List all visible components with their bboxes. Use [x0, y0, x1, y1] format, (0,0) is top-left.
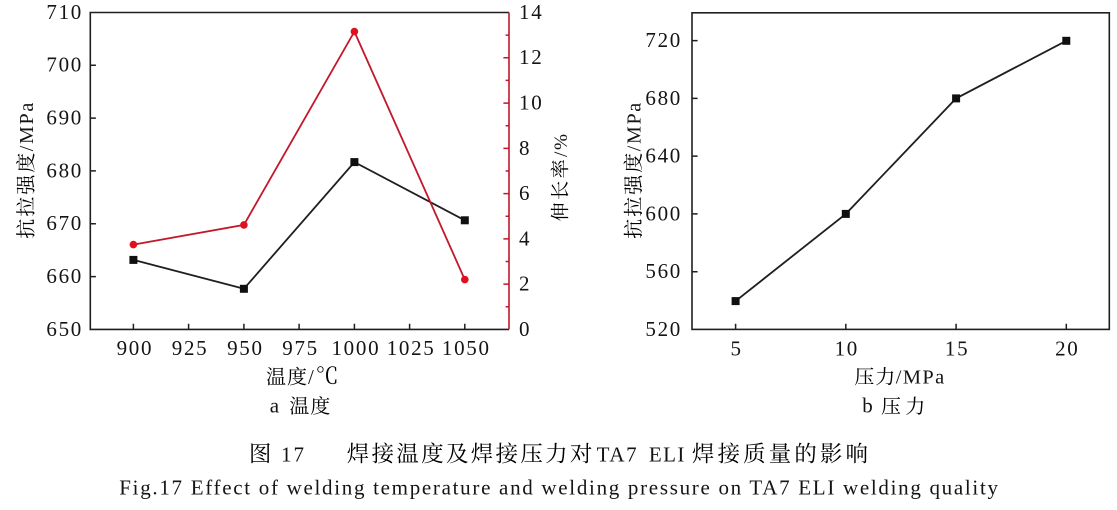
- svg-text:17: 17: [281, 443, 306, 467]
- svg-text:8: 8: [519, 136, 531, 160]
- svg-text:1050: 1050: [442, 336, 491, 360]
- svg-text:660: 660: [46, 264, 83, 288]
- svg-text:975: 975: [282, 336, 319, 360]
- svg-text:/MPa: /MPa: [624, 101, 646, 151]
- svg-text:a: a: [270, 394, 281, 418]
- svg-text:710: 710: [46, 0, 83, 24]
- svg-text:/MPa: /MPa: [896, 367, 946, 389]
- svg-text:TA7: TA7: [597, 443, 639, 467]
- svg-text:/: /: [308, 365, 314, 389]
- svg-text:650: 650: [46, 317, 83, 341]
- svg-text:6: 6: [519, 181, 531, 205]
- svg-text:680: 680: [46, 158, 83, 182]
- svg-text:670: 670: [46, 211, 83, 235]
- svg-text:560: 560: [645, 259, 682, 283]
- svg-text:20: 20: [1055, 337, 1079, 361]
- svg-text:4: 4: [519, 226, 531, 250]
- svg-text:2: 2: [519, 272, 531, 296]
- svg-text:640: 640: [645, 144, 682, 168]
- svg-text:1000: 1000: [331, 336, 380, 360]
- svg-text:10: 10: [519, 91, 543, 115]
- svg-text:12: 12: [519, 45, 543, 69]
- svg-text:600: 600: [645, 201, 682, 225]
- svg-text:5: 5: [730, 337, 742, 361]
- svg-text:700: 700: [46, 53, 83, 77]
- svg-text:1025: 1025: [387, 336, 436, 360]
- svg-text:10: 10: [835, 337, 859, 361]
- svg-text:14: 14: [519, 0, 543, 24]
- svg-text:690: 690: [46, 106, 83, 130]
- svg-text:/%: /%: [551, 132, 572, 157]
- svg-text:520: 520: [645, 317, 682, 341]
- svg-text:/MPa: /MPa: [16, 101, 38, 151]
- svg-text:925: 925: [172, 336, 209, 360]
- svg-text:ELI: ELI: [649, 443, 686, 467]
- svg-text:900: 900: [117, 336, 154, 360]
- svg-text:950: 950: [227, 336, 264, 360]
- svg-text:b: b: [862, 394, 874, 418]
- svg-text:680: 680: [645, 86, 682, 110]
- svg-text:Fig.17 Effect of welding tempe: Fig.17 Effect of welding temperature and…: [119, 475, 999, 499]
- svg-text:720: 720: [645, 28, 682, 52]
- svg-text:0: 0: [519, 317, 531, 341]
- svg-text:15: 15: [945, 337, 969, 361]
